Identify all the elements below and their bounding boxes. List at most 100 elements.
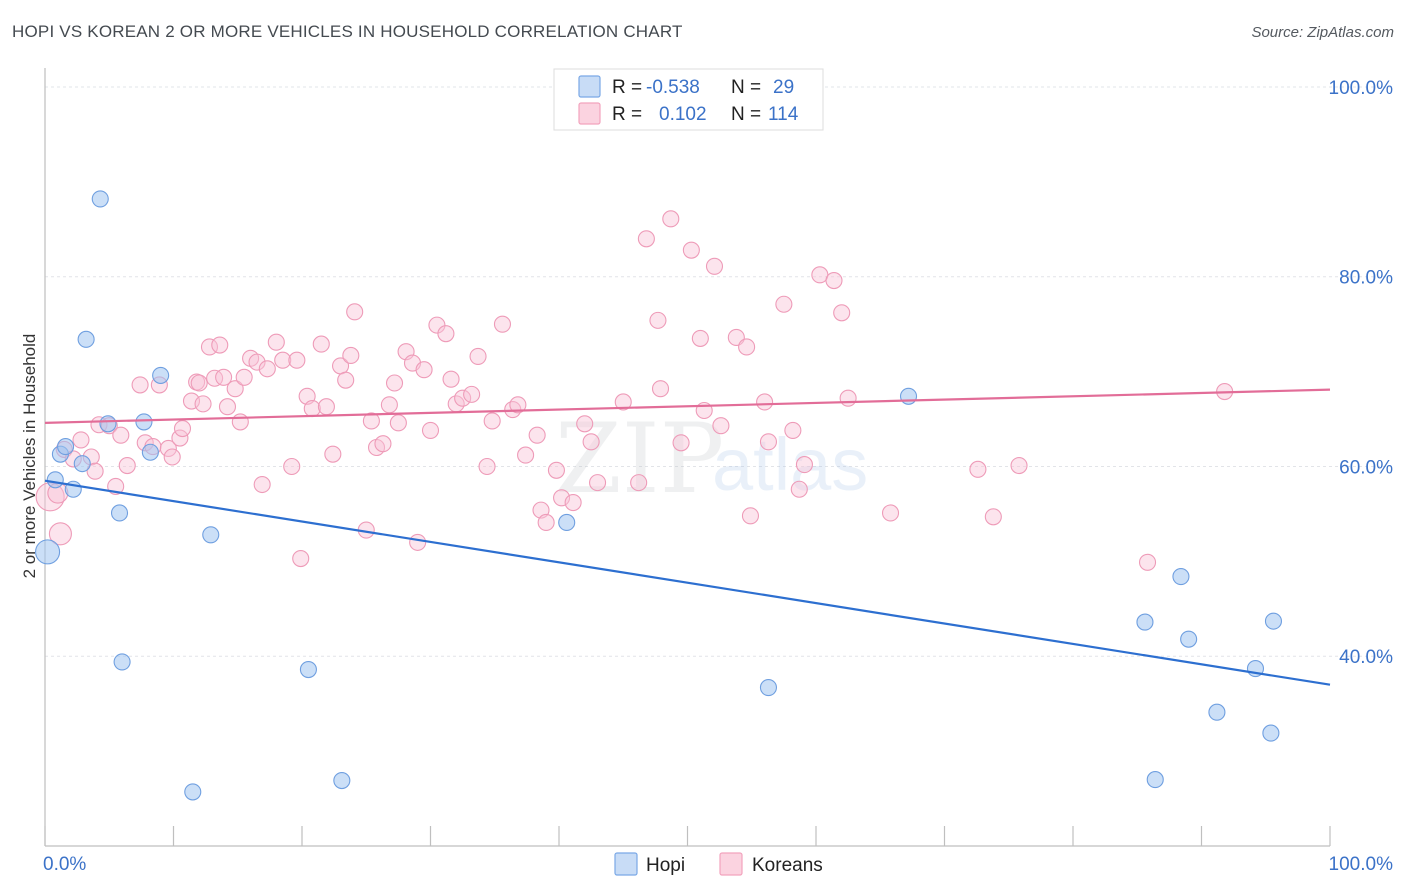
hopi-point — [91, 190, 109, 208]
koreans-point — [651, 380, 670, 398]
koreans-point — [131, 376, 149, 394]
hopi-trend-line — [44, 479, 1331, 686]
koreans-point — [324, 445, 342, 463]
chart-source: Source: ZipAtlas.com — [1251, 24, 1394, 41]
korean-points — [35, 210, 1234, 571]
koreans-point — [528, 426, 546, 444]
hopi-point — [99, 415, 117, 433]
koreans-point — [649, 311, 667, 329]
koreans-point — [374, 435, 392, 453]
koreans-point — [469, 347, 487, 365]
koreans-point — [267, 333, 285, 351]
koreans-point — [454, 389, 472, 407]
koreans-point — [576, 415, 594, 433]
grid-lines — [45, 86, 1394, 657]
hopi-point — [110, 504, 129, 522]
koreans-point — [662, 210, 680, 228]
y-axis-label: 2 or more Vehicles in Household — [20, 334, 39, 579]
koreans-point — [712, 417, 730, 435]
koreans-point — [421, 421, 440, 439]
koreans-point — [248, 353, 266, 371]
koreans-point — [288, 351, 306, 369]
koreans-point — [200, 338, 219, 356]
legend-label-hopi: Hopi — [646, 855, 685, 876]
koreans-point — [705, 257, 724, 275]
koreans-point — [346, 303, 364, 321]
hopi-point — [333, 771, 351, 790]
koreans-point — [775, 295, 793, 313]
koreans-point — [984, 508, 1002, 526]
koreans-point — [72, 431, 90, 449]
koreans-point — [478, 457, 496, 476]
koreans-point — [588, 474, 607, 492]
koreans-point — [756, 393, 774, 411]
hopi-point — [73, 455, 91, 473]
chart-title: HOPI VS KOREAN 2 OR MORE VEHICLES IN HOU… — [12, 22, 683, 41]
koreans-point — [163, 448, 181, 466]
koreans-point — [1138, 553, 1157, 571]
y-tick-label: 80.0% — [1339, 268, 1393, 289]
watermark-atlas: atlas — [712, 423, 868, 506]
koreans-point — [881, 504, 900, 522]
koreans-point — [547, 461, 565, 479]
stats-r-label-hopi: R = — [612, 77, 642, 98]
axes — [44, 68, 1331, 847]
hopi-point — [1264, 612, 1283, 630]
hopi-point — [558, 513, 576, 532]
hopi-point — [141, 443, 159, 461]
koreans-point — [380, 396, 398, 414]
stats-n-value-koreans: 114 — [768, 104, 799, 125]
hopi-point — [1172, 567, 1190, 586]
koreans-point — [159, 439, 177, 458]
koreans-point — [1010, 456, 1028, 475]
koreans-point — [483, 412, 501, 430]
koreans-point — [283, 457, 301, 476]
legend-swatch-hopi — [614, 852, 638, 876]
koreans-point — [738, 338, 756, 356]
hopi-point — [299, 660, 317, 679]
koreans-point — [582, 433, 600, 451]
stats-n-label-koreans: N = — [731, 104, 761, 125]
legend: Hopi Koreans — [614, 852, 823, 876]
koreans-point — [86, 462, 104, 480]
stats-n-value-hopi: 29 — [773, 77, 794, 98]
koreans-point — [682, 241, 700, 259]
hopi-point — [1136, 613, 1154, 631]
stats-r-value-hopi: -0.538 — [646, 77, 700, 98]
hopi-point — [57, 438, 75, 456]
stats-r-label-koreans: R = — [612, 104, 642, 125]
stats-box: R = -0.538 N = 29 R = 0.102 N = 114 — [553, 68, 824, 131]
hopi-point — [152, 366, 170, 384]
y-tick-labels: 40.0% 60.0% 80.0% 100.0% — [1329, 78, 1394, 668]
stats-n-label-hopi: N = — [731, 77, 761, 98]
koreans-point — [303, 400, 321, 418]
koreans-point — [274, 351, 292, 369]
hopi-point — [113, 653, 131, 671]
koreans-point — [637, 230, 655, 248]
hopi-point — [77, 330, 95, 348]
koreans-point — [118, 456, 136, 475]
legend-swatch-koreans — [719, 852, 743, 876]
hopi-point — [1208, 703, 1226, 721]
koreans-point — [235, 368, 253, 386]
koreans-point — [517, 446, 535, 464]
koreans-point — [415, 361, 433, 379]
koreans-point — [759, 433, 778, 451]
koreans-point — [509, 396, 527, 414]
koreans-point — [784, 421, 802, 439]
koreans-point — [385, 374, 404, 392]
koreans-point — [362, 412, 380, 430]
koreans-point — [231, 413, 249, 431]
watermark: ZIP atlas — [555, 403, 868, 515]
koreans-point — [218, 398, 237, 416]
hopi-point — [184, 783, 202, 801]
koreans-point — [969, 460, 987, 478]
koreans-point — [428, 316, 446, 334]
koreans-point — [292, 549, 310, 568]
koreans-point — [442, 370, 460, 388]
y-tick-label: 40.0% — [1339, 647, 1393, 668]
hopi-point — [35, 539, 61, 565]
hopi-point — [202, 526, 220, 544]
koreans-point — [389, 414, 407, 432]
hopi-point — [46, 471, 64, 489]
